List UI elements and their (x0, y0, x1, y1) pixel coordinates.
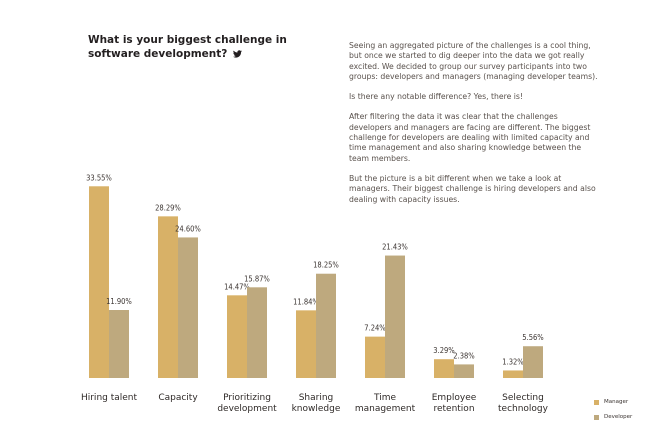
bar-developer (247, 287, 267, 378)
data-label: 3.29% (433, 346, 455, 355)
data-label: 33.55% (86, 173, 112, 182)
description-text: Seeing an aggregated picture of the chal… (349, 41, 601, 215)
category-label: Time management (355, 393, 416, 414)
data-label: 11.90% (106, 297, 132, 306)
data-label: 2.38% (453, 351, 475, 360)
legend: Manager Developer (594, 398, 632, 428)
category-label: Capacity (158, 393, 198, 403)
bar-manager (296, 310, 316, 378)
category-label: Employee retention (432, 393, 477, 414)
chart-title-text: What is your biggest challenge in softwa… (88, 34, 287, 60)
category-label: Hiring talent (81, 393, 138, 403)
data-label: 14.47% (224, 282, 250, 291)
bar-developer (385, 255, 405, 378)
data-label: 11.84% (293, 297, 319, 306)
bar-developer (523, 346, 543, 378)
chart-title: What is your biggest challenge in softwa… (88, 33, 328, 62)
legend-item-developer: Developer (594, 413, 632, 421)
paragraph: Seeing an aggregated picture of the chal… (349, 41, 598, 81)
bar-manager (503, 370, 523, 378)
category-label: Selecting technology (498, 393, 549, 414)
bar-manager (227, 295, 247, 378)
data-label: 7.24% (364, 324, 386, 333)
bar-developer (109, 310, 129, 378)
data-label: 28.29% (155, 203, 181, 212)
data-label: 21.43% (382, 243, 408, 252)
legend-item-manager: Manager (594, 398, 632, 406)
bar-developer (316, 273, 336, 378)
bar-manager (89, 186, 109, 378)
data-label: 5.56% (522, 333, 544, 342)
twitter-icon[interactable] (233, 48, 243, 62)
data-label: 15.87% (244, 274, 270, 283)
legend-label-manager: Manager (604, 399, 629, 405)
bar-developer (454, 364, 474, 378)
legend-swatch-developer (594, 414, 599, 420)
category-label: Sharing knowledge (292, 393, 341, 414)
bar-developer (178, 237, 198, 378)
legend-label-developer: Developer (604, 414, 633, 420)
category-label: Prioritizing development (217, 393, 277, 414)
legend-swatch-manager (594, 399, 599, 405)
bar-manager (434, 359, 454, 378)
data-label: 24.60% (175, 224, 201, 233)
bar-manager (158, 216, 178, 378)
paragraph: But the picture is a bit different when … (349, 173, 596, 204)
data-label: 1.32% (502, 357, 524, 366)
bar-manager (365, 336, 385, 378)
paragraph: Is there any notable difference? Yes, th… (349, 92, 523, 102)
paragraph: After filtering the data it was clear th… (349, 112, 591, 163)
data-label: 18.25% (313, 261, 339, 270)
